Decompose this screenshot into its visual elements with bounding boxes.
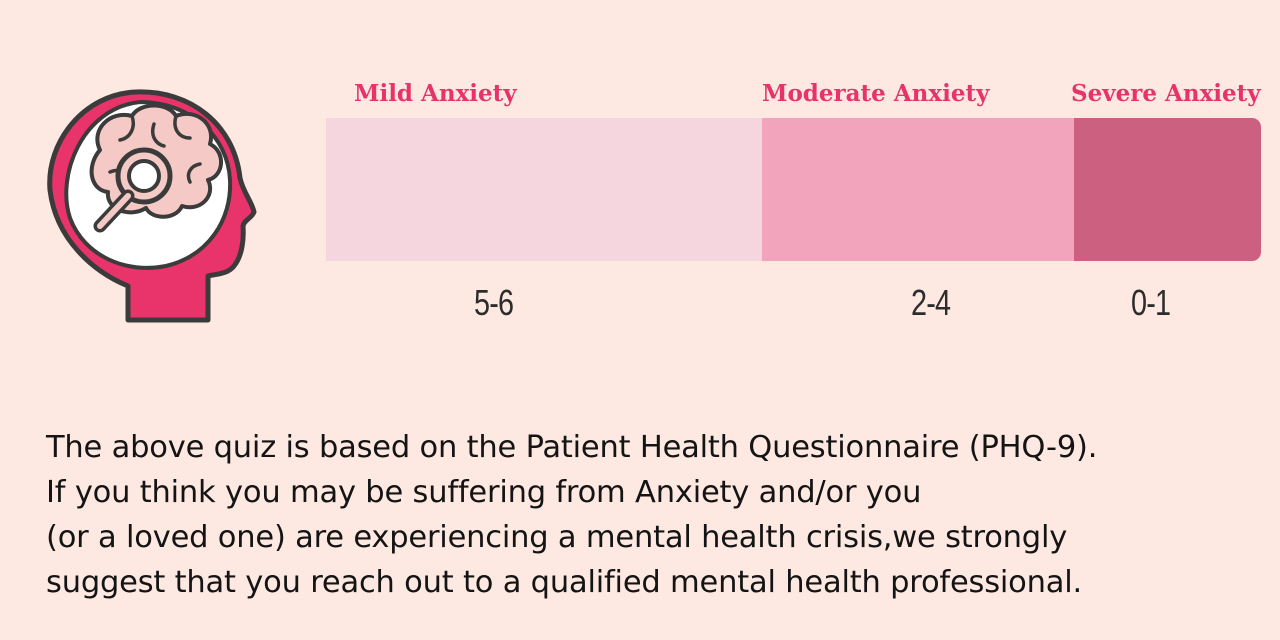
label-severe: Severe Anxiety	[1071, 80, 1261, 107]
segment-severe	[1074, 118, 1261, 261]
disclaimer-line: (or a loved one) are experiencing a ment…	[46, 520, 1068, 555]
label-moderate: Moderate Anxiety	[762, 80, 990, 107]
score-mild: 5-6	[474, 282, 514, 323]
disclaimer-line: If you think you may be suffering from A…	[46, 475, 922, 510]
anxiety-scale-bar	[326, 118, 1261, 261]
disclaimer-line: The above quiz is based on the Patient H…	[46, 430, 1098, 465]
score-severe: 0-1	[1131, 282, 1171, 323]
disclaimer-line: suggest that you reach out to a qualifie…	[46, 565, 1083, 600]
segment-mild	[326, 118, 762, 261]
segment-moderate	[762, 118, 1074, 261]
label-mild: Mild Anxiety	[354, 80, 517, 107]
head-brain-magnifier-icon	[47, 89, 257, 323]
score-moderate: 2-4	[911, 282, 951, 323]
disclaimer-text: The above quiz is based on the Patient H…	[46, 425, 1271, 605]
